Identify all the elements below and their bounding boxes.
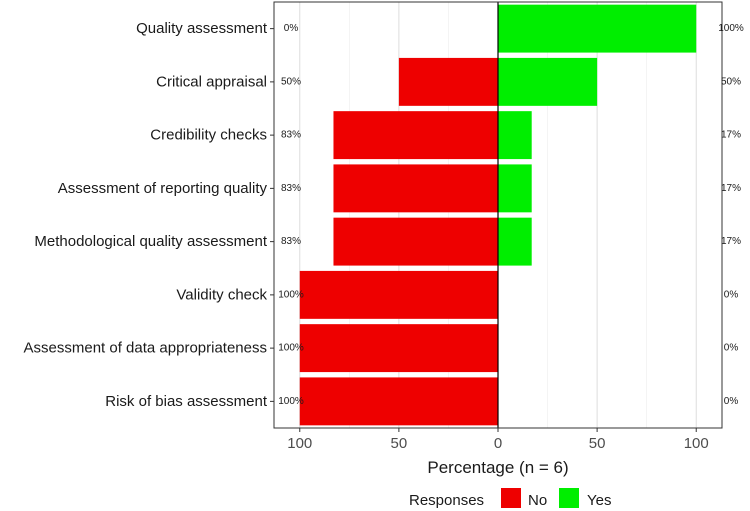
category-labels: Quality assessment Critical appraisal Cred… — [24, 20, 268, 410]
bar-no — [299, 324, 498, 373]
x-axis-title: Percentage (n = 6) — [427, 458, 568, 477]
percent-label-yes: 50% — [721, 76, 741, 87]
percent-label-no: 83% — [281, 130, 301, 141]
percent-label-yes: 17% — [721, 236, 741, 247]
percent-label-no: 100% — [278, 396, 304, 407]
bar-no — [299, 377, 498, 426]
percent-label-no: 100% — [278, 289, 304, 300]
bar-no — [333, 111, 498, 160]
bar-no — [333, 217, 498, 266]
x-axis: 100 50 0 50 100 — [287, 428, 709, 452]
category-label: Assessment of reporting quality — [58, 180, 268, 197]
percent-labels: 0% 100% 50% 50% 83% 17% 83% 17% 83% 17% 100% 0% 100%… — [278, 23, 744, 407]
percent-label-yes: 17% — [721, 183, 741, 194]
legend: Responses No Yes — [409, 488, 611, 509]
category-label: Credibility checks — [150, 127, 267, 144]
category-label: Validity check — [176, 286, 267, 303]
percent-label-no: 83% — [281, 183, 301, 194]
legend-label-no: No — [528, 492, 547, 509]
bar-no — [398, 57, 498, 106]
percent-label-yes: 0% — [724, 396, 739, 407]
percent-label-yes: 0% — [724, 343, 739, 354]
category-label: Assessment of data appropriateness — [24, 340, 267, 357]
percent-label-yes: 0% — [724, 289, 739, 300]
y-axis-ticks — [270, 28, 274, 402]
legend-title: Responses — [409, 492, 484, 509]
category-label: Critical appraisal — [156, 73, 267, 90]
x-tick-label: 100 — [287, 435, 312, 452]
bar-yes — [498, 164, 532, 213]
x-tick-label: 50 — [391, 435, 408, 452]
category-label: Quality assessment — [136, 20, 268, 37]
percent-label-yes: 17% — [721, 130, 741, 141]
percent-label-yes: 100% — [718, 23, 744, 34]
x-tick-label: 0 — [494, 435, 502, 452]
bar-yes — [498, 4, 697, 53]
x-tick-label: 50 — [589, 435, 606, 452]
legend-key-yes — [559, 488, 579, 508]
percent-label-no: 100% — [278, 343, 304, 354]
category-label: Methodological quality assessment — [34, 233, 267, 250]
bar-yes — [498, 111, 532, 160]
percent-label-no: 0% — [284, 23, 299, 34]
bar-yes — [498, 57, 598, 106]
x-tick-label: 100 — [684, 435, 709, 452]
bar-no — [333, 164, 498, 213]
percent-label-no: 83% — [281, 236, 301, 247]
bar-no — [299, 270, 498, 319]
legend-key-no — [501, 488, 521, 508]
legend-label-yes: Yes — [587, 492, 611, 509]
percent-label-no: 50% — [281, 76, 301, 87]
bars — [299, 4, 697, 426]
bar-yes — [498, 217, 532, 266]
category-label: Risk of bias assessment — [105, 393, 268, 410]
